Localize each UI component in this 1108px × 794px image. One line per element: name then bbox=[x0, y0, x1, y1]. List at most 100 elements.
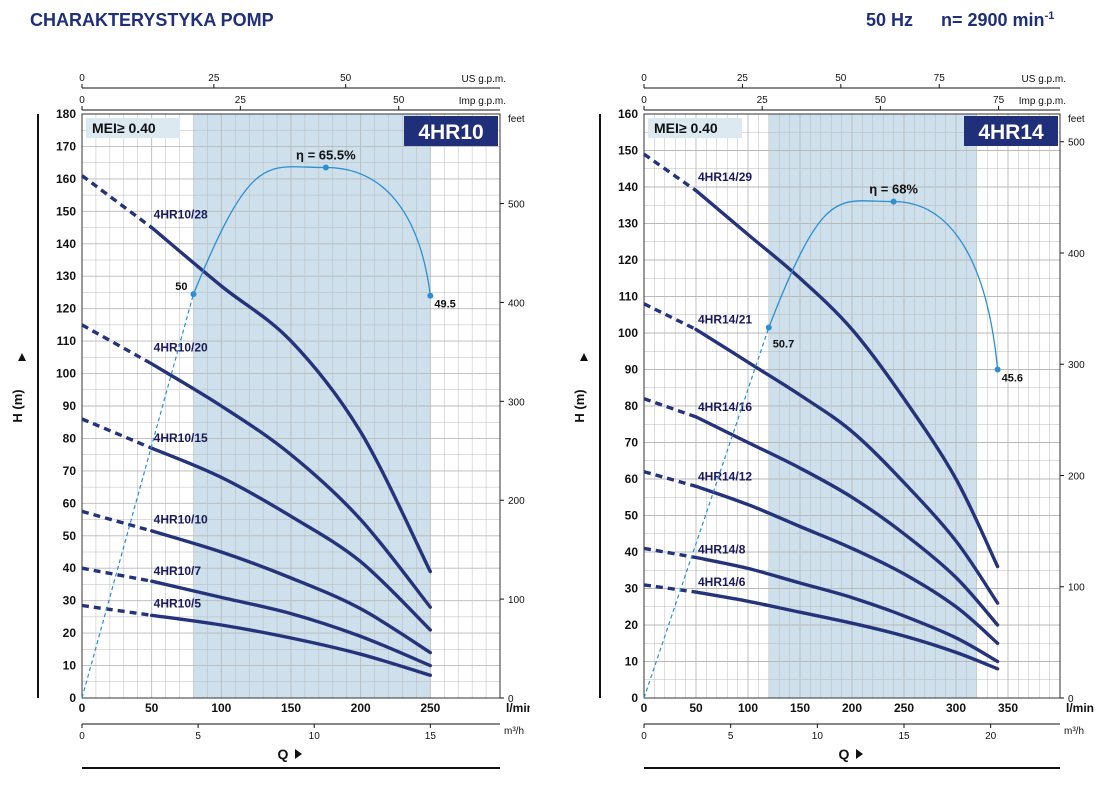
m3h-tick-label: 5 bbox=[728, 731, 734, 742]
frequency-label: 50 Hz bbox=[866, 10, 914, 30]
x-tick-label: 100 bbox=[211, 701, 231, 715]
x-tick-label: 100 bbox=[738, 701, 758, 715]
us-gpm-tick-label: 25 bbox=[737, 73, 749, 84]
mei-box bbox=[86, 118, 180, 138]
series-label: 4HR14/12 bbox=[698, 469, 752, 483]
feet-tick-label: 400 bbox=[508, 298, 525, 309]
y-tick-label: 120 bbox=[618, 253, 638, 267]
series-line-dashed bbox=[643, 583, 697, 594]
feet-tick-label: 400 bbox=[1068, 249, 1085, 260]
y-tick-label: 10 bbox=[625, 655, 639, 669]
y-tick-label: 40 bbox=[63, 561, 77, 575]
y-tick-label: 170 bbox=[56, 139, 76, 153]
imp-gpm-unit-label: Imp g.p.m. bbox=[1019, 96, 1066, 107]
series-line-dashed bbox=[81, 509, 153, 533]
model-badge-label: 4HR10 bbox=[418, 121, 483, 144]
series-line bbox=[694, 484, 1000, 645]
pump-chart-4hr14: 0102030405060708090100110120130140150160… bbox=[572, 73, 1094, 769]
m3h-tick-label: 10 bbox=[309, 731, 321, 742]
efficiency-start-point bbox=[190, 291, 197, 298]
feet-unit-label: feet bbox=[508, 114, 525, 125]
plot-frame bbox=[81, 113, 501, 699]
imp-gpm-tick-label: 25 bbox=[757, 95, 769, 106]
us-gpm-unit-label: US g.p.m. bbox=[462, 74, 506, 85]
series-line bbox=[694, 327, 1000, 605]
us-gpm-unit-label: US g.p.m. bbox=[1022, 74, 1066, 85]
imp-gpm-tick-label: 75 bbox=[993, 95, 1005, 106]
series-line-dashed bbox=[643, 470, 697, 488]
y-tick-label: 110 bbox=[619, 290, 639, 304]
feet-tick-label: 500 bbox=[508, 200, 525, 211]
speed-label: n= 2900 min-1 bbox=[941, 10, 1054, 31]
x-tick-label: 250 bbox=[420, 701, 440, 715]
efficiency-start-point bbox=[765, 324, 772, 331]
y-tick-label: 140 bbox=[618, 180, 638, 194]
m3h-tick-label: 20 bbox=[985, 731, 997, 742]
series-label: 4HR14/29 bbox=[698, 170, 752, 184]
us-gpm-tick-label: 25 bbox=[208, 73, 220, 84]
feet-tick-label: 500 bbox=[1068, 138, 1085, 149]
y-tick-label: 100 bbox=[618, 326, 638, 340]
model-badge-label: 4HR14 bbox=[978, 121, 1044, 144]
x-tick-label: 200 bbox=[351, 701, 371, 715]
series-line-dashed bbox=[80, 174, 153, 229]
series-line-dashed bbox=[643, 302, 697, 331]
y-tick-label: 140 bbox=[56, 237, 76, 251]
mei-label: MEI≥ 0.40 bbox=[654, 120, 718, 136]
x-tick-label: 350 bbox=[998, 701, 1018, 715]
y-tick-label: 50 bbox=[625, 509, 639, 523]
y-tick-label: 120 bbox=[56, 302, 76, 316]
series-label: 4HR14/16 bbox=[698, 400, 752, 414]
series-line bbox=[694, 590, 1000, 671]
y-tick-label: 130 bbox=[56, 269, 76, 283]
y-axis-label: H (m) bbox=[572, 389, 587, 422]
efficiency-end-point bbox=[994, 366, 1001, 373]
series-line-dashed bbox=[643, 397, 697, 419]
efficiency-peak-label: η = 65.5% bbox=[296, 148, 356, 163]
efficiency-end-label: 49.5 bbox=[434, 299, 455, 311]
feet-tick-label: 100 bbox=[508, 595, 525, 606]
us-gpm-tick-label: 0 bbox=[79, 73, 85, 84]
efficiency-peak-label: η = 68% bbox=[869, 182, 918, 197]
y-tick-label: 90 bbox=[63, 399, 77, 413]
efficiency-start-label: 50 bbox=[175, 281, 187, 293]
series-label: 4HR14/6 bbox=[698, 575, 746, 589]
feet-unit-label: feet bbox=[1068, 114, 1085, 125]
speed-exponent: -1 bbox=[1044, 10, 1055, 22]
y-tick-label: 150 bbox=[56, 204, 76, 218]
y-tick-label: 130 bbox=[618, 217, 638, 231]
m3h-unit-label: m³/h bbox=[1064, 726, 1084, 737]
x-tick-label: 300 bbox=[946, 701, 966, 715]
y-tick-label: 70 bbox=[63, 464, 77, 478]
y-axis-arrow bbox=[18, 353, 26, 361]
x-tick-label: 200 bbox=[842, 701, 862, 715]
efficiency-end-label: 45.6 bbox=[1002, 373, 1023, 385]
series-line-dashed bbox=[81, 417, 153, 450]
x-axis-arrow bbox=[856, 749, 863, 759]
series-line-dashed bbox=[643, 546, 697, 560]
us-gpm-tick-label: 75 bbox=[934, 73, 946, 84]
y-tick-label: 0 bbox=[631, 691, 638, 705]
series-line bbox=[150, 446, 432, 632]
y-tick-label: 160 bbox=[618, 107, 638, 121]
feet-tick-label: 200 bbox=[508, 496, 525, 507]
x-axis-arrow bbox=[295, 749, 302, 759]
series-label: 4HR10/7 bbox=[154, 564, 202, 578]
imp-gpm-tick-label: 50 bbox=[393, 95, 405, 106]
mei-box bbox=[648, 118, 742, 138]
m3h-tick-label: 15 bbox=[898, 731, 910, 742]
series-line bbox=[694, 555, 1000, 664]
m3h-tick-label: 5 bbox=[195, 731, 201, 742]
x-tick-label: 0 bbox=[79, 701, 86, 715]
efficiency-start-label: 50.7 bbox=[773, 339, 794, 351]
feet-tick-label: 300 bbox=[508, 397, 525, 408]
y-tick-label: 10 bbox=[63, 659, 77, 673]
x-tick-label: 150 bbox=[281, 701, 301, 715]
feet-tick-label: 100 bbox=[1068, 583, 1085, 594]
series-line bbox=[694, 415, 1000, 627]
y-tick-label: 80 bbox=[625, 399, 639, 413]
feet-tick-label: 200 bbox=[1068, 471, 1085, 482]
series-line-dashed bbox=[81, 603, 152, 617]
model-badge bbox=[964, 116, 1058, 146]
y-tick-label: 60 bbox=[63, 496, 77, 510]
